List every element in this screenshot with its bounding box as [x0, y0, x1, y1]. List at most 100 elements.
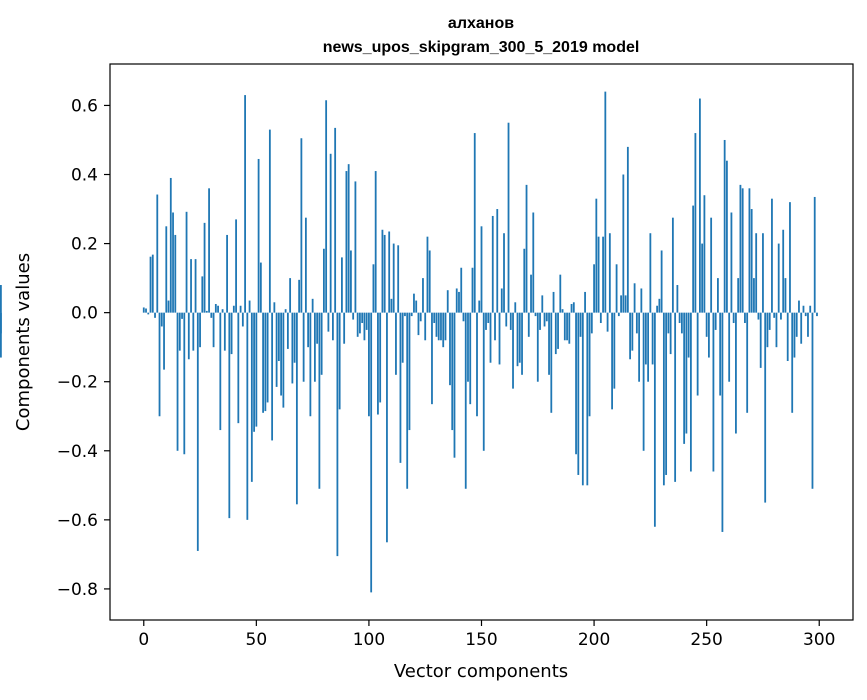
bar-component-272 [755, 233, 758, 313]
bar-component-76 [313, 312, 316, 382]
bar-component-66 [291, 312, 294, 384]
bar-component-21 [190, 259, 192, 313]
bar-component-155 [491, 215, 494, 313]
bar-component-6 [156, 194, 159, 313]
bar-component-41 [235, 219, 237, 313]
bar-component-74 [309, 312, 312, 417]
bar-component-111 [392, 243, 395, 313]
x-tick-label: 50 [246, 630, 268, 650]
bar-component-135 [446, 290, 449, 313]
bar-component-180 [548, 312, 550, 375]
bar-component-58 [273, 302, 276, 313]
bar-component-57 [271, 312, 274, 441]
bar-component-149 [478, 300, 481, 313]
bar-component-94 [354, 181, 357, 313]
bar-component-139 [455, 288, 458, 313]
bar-component-136 [449, 312, 451, 386]
bar-component-140 [458, 291, 460, 313]
bar-component-26 [201, 276, 204, 313]
bar-component-240 [683, 312, 686, 444]
bar-component-296 [809, 305, 812, 313]
bar-component-38 [228, 312, 231, 519]
bar-component-186 [561, 309, 564, 313]
bar-component-189 [568, 312, 571, 344]
bar-component-277 [766, 312, 769, 348]
bar-component-286 [786, 312, 789, 361]
bar-component-65 [289, 278, 292, 313]
bar-component-265 [739, 184, 742, 313]
bar-component-126 [426, 236, 429, 313]
bar-component-75 [311, 298, 314, 313]
bar-component-210 [615, 264, 618, 313]
bar-component-17 [181, 312, 183, 319]
bar-component-36 [223, 312, 226, 351]
bar-component-110 [390, 298, 393, 313]
bar-component-250 [705, 312, 708, 337]
bar-component-216 [629, 312, 631, 360]
bar-component-279 [771, 198, 773, 313]
bar-component-102 [372, 264, 375, 313]
bar-component-125 [424, 312, 427, 341]
bar-component-266 [741, 188, 744, 313]
bar-component-92 [350, 250, 352, 313]
x-tick-label: 300 [803, 630, 835, 650]
bar-component-113 [397, 245, 400, 313]
bar-component-219 [635, 312, 638, 334]
bar-component-40 [232, 305, 235, 313]
bar-component-20 [187, 312, 190, 360]
y-tick-label: 0.0 [71, 304, 98, 324]
bar-component-200 [593, 264, 595, 313]
bar-component-262 [732, 312, 735, 324]
bar-component-151 [482, 312, 485, 451]
bar-component-253 [712, 312, 715, 472]
bar-component-168 [521, 312, 523, 375]
bar-component-249 [703, 195, 706, 313]
bar-component-24 [196, 312, 199, 551]
bar-component-179 [545, 312, 548, 322]
bar-component-104 [377, 312, 379, 415]
bar-component-254 [714, 312, 717, 330]
bar-component-122 [417, 312, 420, 336]
bar-component-285 [784, 278, 787, 313]
bar-component-291 [798, 300, 800, 313]
bar-component-107 [383, 234, 386, 313]
bar-component-22 [192, 312, 195, 351]
bar-component-222 [642, 312, 645, 451]
bar-component-274 [759, 312, 762, 368]
bar-component-182 [552, 291, 555, 313]
x-tick-label: 150 [465, 630, 497, 650]
bar-component-236 [674, 312, 677, 482]
bar-component-16 [178, 312, 181, 351]
bar-component-233 [667, 312, 670, 334]
y-tick-label: −0.8 [57, 580, 98, 600]
bar-component-145 [469, 312, 472, 405]
bar-component-207 [608, 233, 611, 313]
bar-component-183 [554, 312, 557, 355]
bar-component-193 [577, 312, 580, 475]
bar-component-187 [563, 312, 566, 341]
x-axis-label: Vector components [394, 661, 568, 682]
bar-component-25 [199, 312, 201, 348]
bar-component-80 [322, 248, 325, 313]
bar-component-43 [239, 305, 242, 313]
bar-component-99 [365, 312, 368, 330]
bar-component-56 [268, 129, 271, 313]
bar-component-118 [408, 312, 411, 431]
bar-component-276 [764, 312, 767, 503]
bar-component-218 [633, 283, 636, 313]
bar-component-160 [503, 233, 505, 313]
bar-component-239 [680, 312, 683, 334]
bar-component-51 [257, 158, 260, 313]
bar-component-96 [359, 312, 361, 334]
bar-component-228 [656, 305, 659, 313]
bar-component-3 [149, 256, 152, 313]
bar-component-209 [613, 312, 616, 389]
bar-component-176 [539, 312, 541, 330]
bar-component-213 [622, 174, 625, 313]
bar-component-153 [487, 312, 490, 324]
y-tick-label: −0.2 [57, 373, 98, 393]
bar-component-7 [158, 312, 161, 417]
bar-component-34 [219, 312, 222, 431]
